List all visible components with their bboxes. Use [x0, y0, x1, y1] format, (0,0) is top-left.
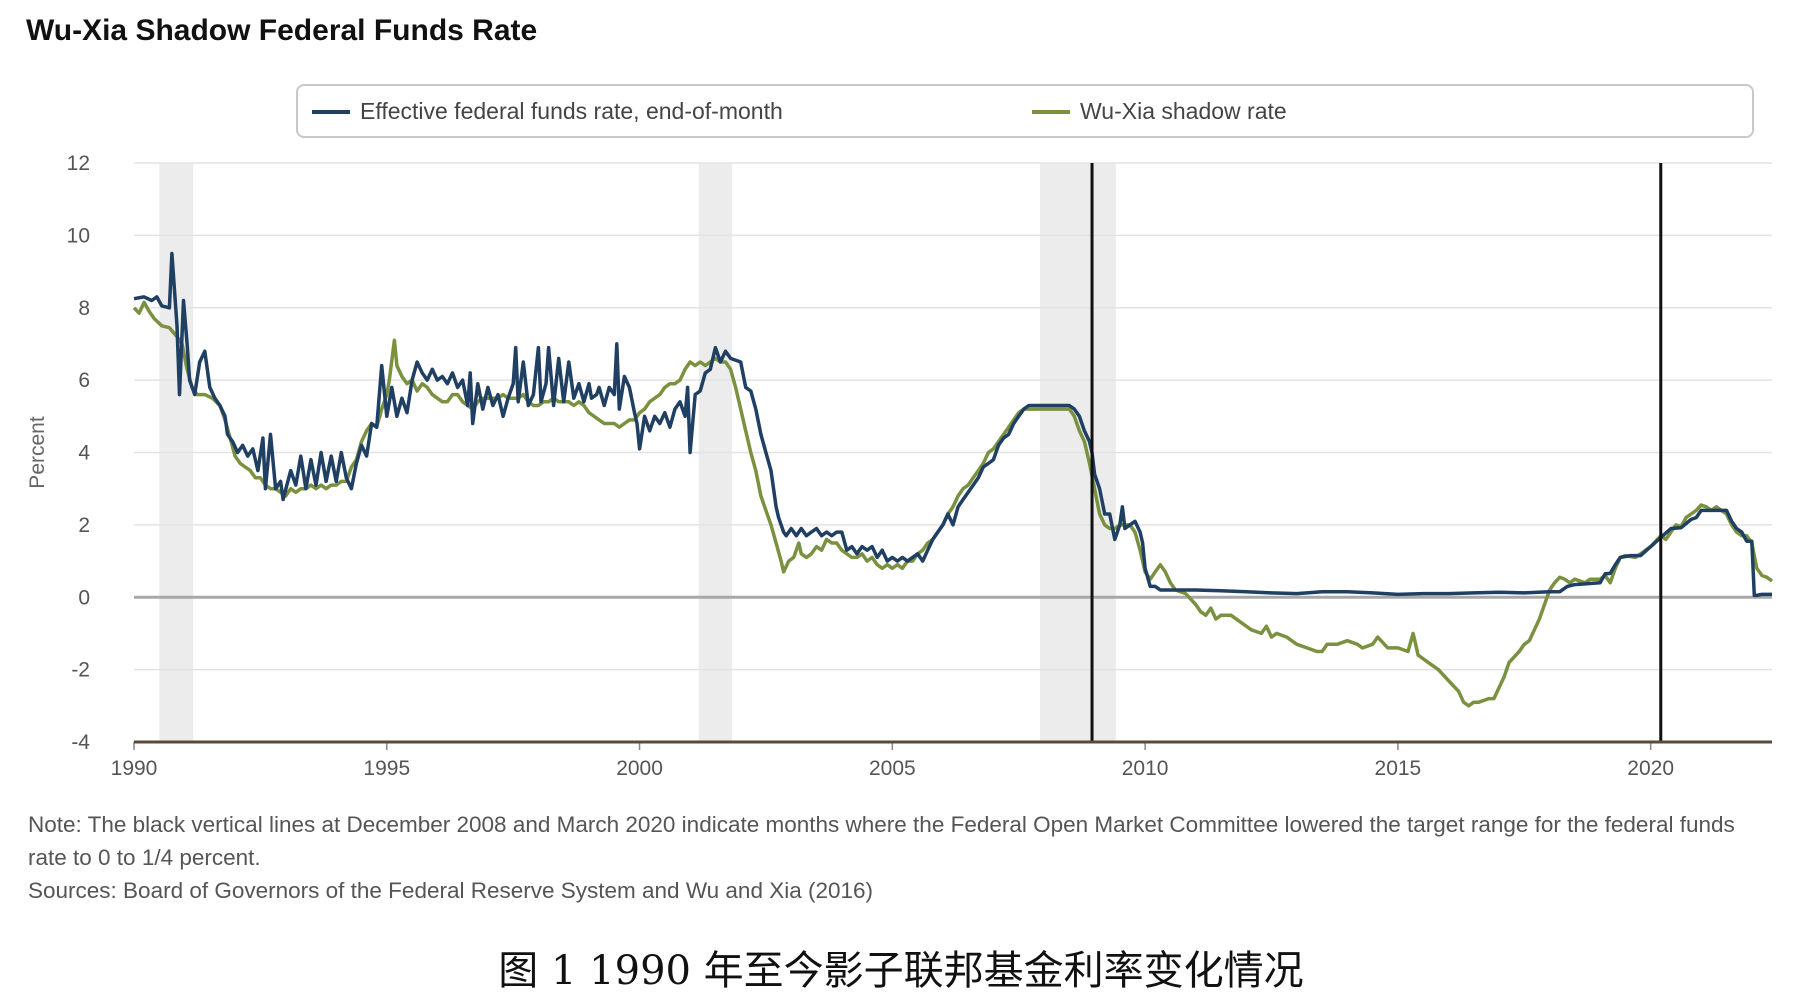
- legend-item-shadow[interactable]: Wu-Xia shadow rate: [1032, 98, 1287, 125]
- legend-label-effr: Effective federal funds rate, end-of-mon…: [360, 98, 783, 124]
- x-tick-label: 2005: [869, 757, 916, 780]
- y-tick-label: 0: [78, 586, 90, 609]
- x-tick-label: 1990: [111, 757, 158, 780]
- y-tick-label: -4: [71, 731, 90, 754]
- y-tick-label: 6: [78, 369, 90, 392]
- chart-legend: Effective federal funds rate, end-of-mon…: [296, 84, 1754, 138]
- x-tick-label: 2015: [1375, 757, 1422, 780]
- y-tick-label: 10: [67, 224, 90, 247]
- sources-text: Sources: Board of Governors of the Feder…: [28, 878, 874, 903]
- note-text: Note: The black vertical lines at Decemb…: [28, 812, 1735, 870]
- x-tick-label: 2020: [1627, 757, 1674, 780]
- x-tick-label: 2010: [1122, 757, 1169, 780]
- chart-title: Wu-Xia Shadow Federal Funds Rate: [26, 14, 538, 47]
- line-chart: -4 -2 0 2 4 6 8 10 12 1990 1995 2000 2005 2010 2015 202…: [26, 152, 1774, 780]
- series-line-effr: [133, 251, 1772, 598]
- legend-item-effr[interactable]: Effective federal funds rate, end-of-mon…: [312, 98, 783, 125]
- y-tick-label: 2: [78, 514, 90, 537]
- legend-swatch-effr: [312, 109, 350, 114]
- y-tick-label: 8: [78, 297, 90, 320]
- x-tick-label: 1995: [363, 757, 410, 780]
- x-tick-label: 2000: [616, 757, 663, 780]
- y-tick-label: 4: [78, 442, 90, 465]
- y-axis-title: Percent: [26, 416, 49, 489]
- figure-caption: 图 1 1990 年至今影子联邦基金利率变化情况: [498, 948, 1304, 994]
- y-tick-label: -2: [71, 659, 90, 682]
- legend-swatch-shadow: [1032, 109, 1070, 114]
- series-line-shadow-rate: [132, 300, 1774, 708]
- chart-note: Note: The black vertical lines at Decemb…: [28, 808, 1778, 907]
- legend-label-shadow: Wu-Xia shadow rate: [1080, 98, 1287, 124]
- y-tick-label: 12: [67, 152, 90, 175]
